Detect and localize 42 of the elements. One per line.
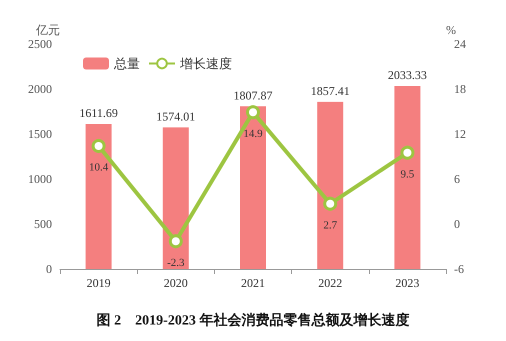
- bar: [317, 102, 344, 269]
- data-label: 1857.41: [310, 84, 350, 98]
- bar: [162, 127, 189, 269]
- x-tick-label: 2020: [164, 276, 188, 290]
- y2-tick-label: 18: [454, 82, 466, 96]
- data-label: -2.3: [167, 256, 185, 269]
- data-label: 14.9: [243, 128, 264, 140]
- data-label: 1574.01: [156, 109, 196, 124]
- data-label: 9.5: [400, 168, 415, 180]
- point: [400, 146, 414, 160]
- y-tick-label: 500: [34, 217, 52, 231]
- data-label: 2.7: [323, 219, 338, 232]
- data-label: 1807.87: [234, 88, 272, 102]
- y2-axis-title: %: [446, 23, 456, 37]
- data-label: 10.4: [88, 162, 109, 174]
- bar: [240, 106, 266, 269]
- y2-tick-label: 0: [454, 217, 460, 231]
- x-tick-label: 2021: [241, 276, 265, 290]
- y-tick-label: 2000: [28, 82, 52, 96]
- y-tick-label: 1500: [28, 127, 52, 141]
- y2-tick-label: 6: [454, 172, 460, 186]
- y2-tick-label: 24: [454, 37, 466, 51]
- data-label: 2033.33: [388, 68, 427, 82]
- y-axis-title: 亿元: [35, 23, 60, 37]
- y-tick-label: 0: [46, 262, 52, 276]
- bar: [86, 124, 112, 269]
- x-tick-label: 2022: [318, 276, 342, 290]
- y2-tick-label: 12: [454, 127, 466, 141]
- x-tick-label: 2023: [395, 276, 420, 290]
- legend-label: 总量: [113, 56, 140, 71]
- y-tick-label: 2500: [28, 37, 52, 51]
- point: [92, 139, 106, 153]
- y2-tick-label: -6: [454, 262, 464, 276]
- y-tick-label: 1000: [28, 172, 52, 186]
- point: [323, 196, 338, 211]
- bar: [394, 86, 420, 269]
- text: 图 2 2019-2023 年社会消费品零售总额及增长速度: [96, 312, 410, 328]
- x-tick-label: 2019: [86, 276, 111, 290]
- point: [246, 105, 260, 120]
- data-label: 1611.69: [79, 106, 118, 120]
- legend-label: 增长速度: [179, 56, 232, 71]
- point: [168, 234, 183, 248]
